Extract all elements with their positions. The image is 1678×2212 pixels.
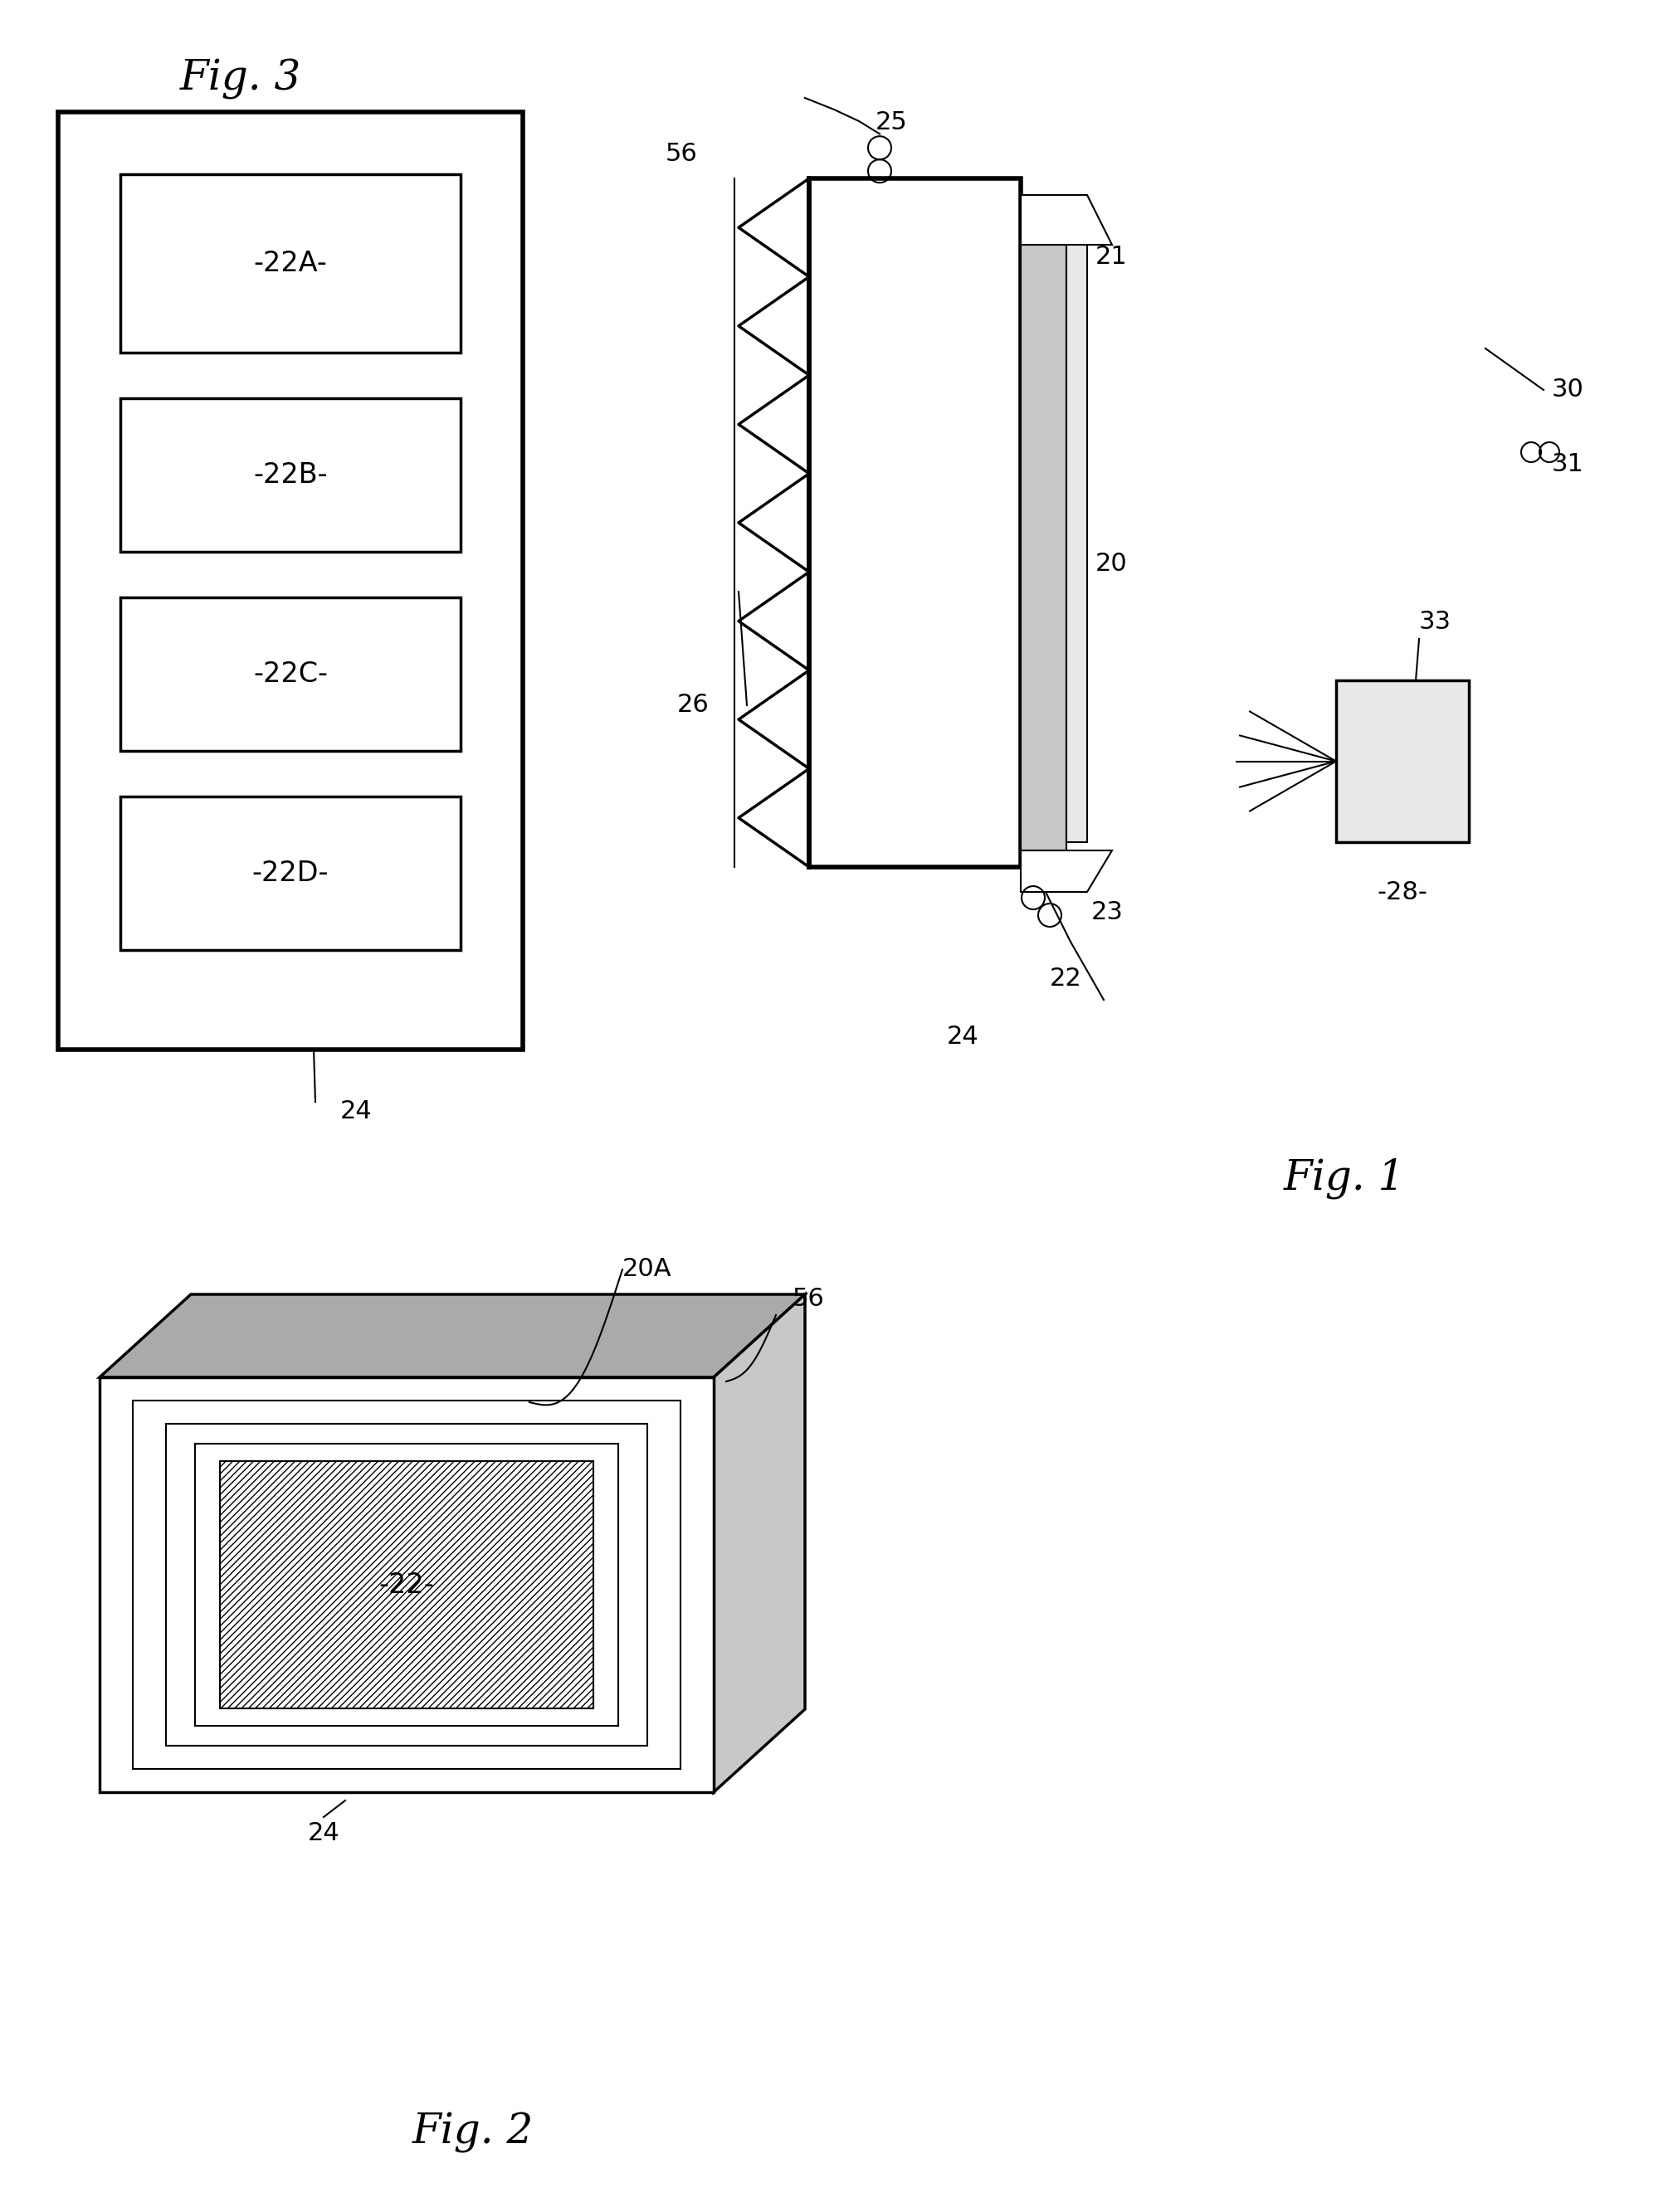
Bar (121, 398, 460, 551)
Text: 33: 33 (1420, 611, 1451, 635)
Bar (1020, 195, 1067, 849)
Text: Fig. 2: Fig. 2 (413, 2112, 534, 2152)
Text: -28-: -28- (1378, 880, 1428, 905)
Text: 26: 26 (678, 692, 710, 717)
Text: 23: 23 (1091, 900, 1124, 925)
Text: 31: 31 (1552, 453, 1584, 476)
Text: 56: 56 (664, 142, 696, 166)
Polygon shape (99, 1294, 805, 1378)
Bar (166, 1425, 648, 1745)
Polygon shape (1020, 195, 1113, 246)
Bar (220, 1462, 594, 1708)
Polygon shape (713, 1294, 805, 1792)
Bar (99, 1378, 713, 1792)
Text: 30: 30 (1552, 378, 1584, 403)
Text: 24: 24 (946, 1024, 978, 1048)
Text: -22B-: -22B- (253, 462, 327, 489)
Bar (1067, 204, 1087, 843)
Polygon shape (1020, 849, 1113, 891)
Text: Fig. 1: Fig. 1 (1284, 1157, 1404, 1199)
Bar (1336, 681, 1468, 843)
Text: -22-: -22- (379, 1571, 435, 1599)
Bar (809, 179, 1020, 867)
Bar (121, 597, 460, 750)
Text: 25: 25 (876, 111, 908, 135)
Text: 20A: 20A (623, 1256, 671, 1281)
Bar (220, 1462, 594, 1708)
Bar (195, 1444, 618, 1725)
Text: 24: 24 (341, 1099, 373, 1124)
Text: -22A-: -22A- (253, 250, 327, 276)
Text: 22: 22 (1050, 967, 1082, 991)
Text: 56: 56 (792, 1287, 824, 1310)
Text: -22D-: -22D- (252, 860, 329, 887)
Text: 24: 24 (307, 1823, 339, 1845)
Bar (121, 175, 460, 352)
Bar (133, 1400, 681, 1770)
Bar (121, 796, 460, 949)
Text: 21: 21 (1096, 246, 1128, 270)
Bar (59, 113, 524, 1048)
Text: Fig. 3: Fig. 3 (180, 58, 302, 100)
Text: -22C-: -22C- (253, 661, 327, 688)
Text: 20: 20 (1096, 553, 1128, 577)
